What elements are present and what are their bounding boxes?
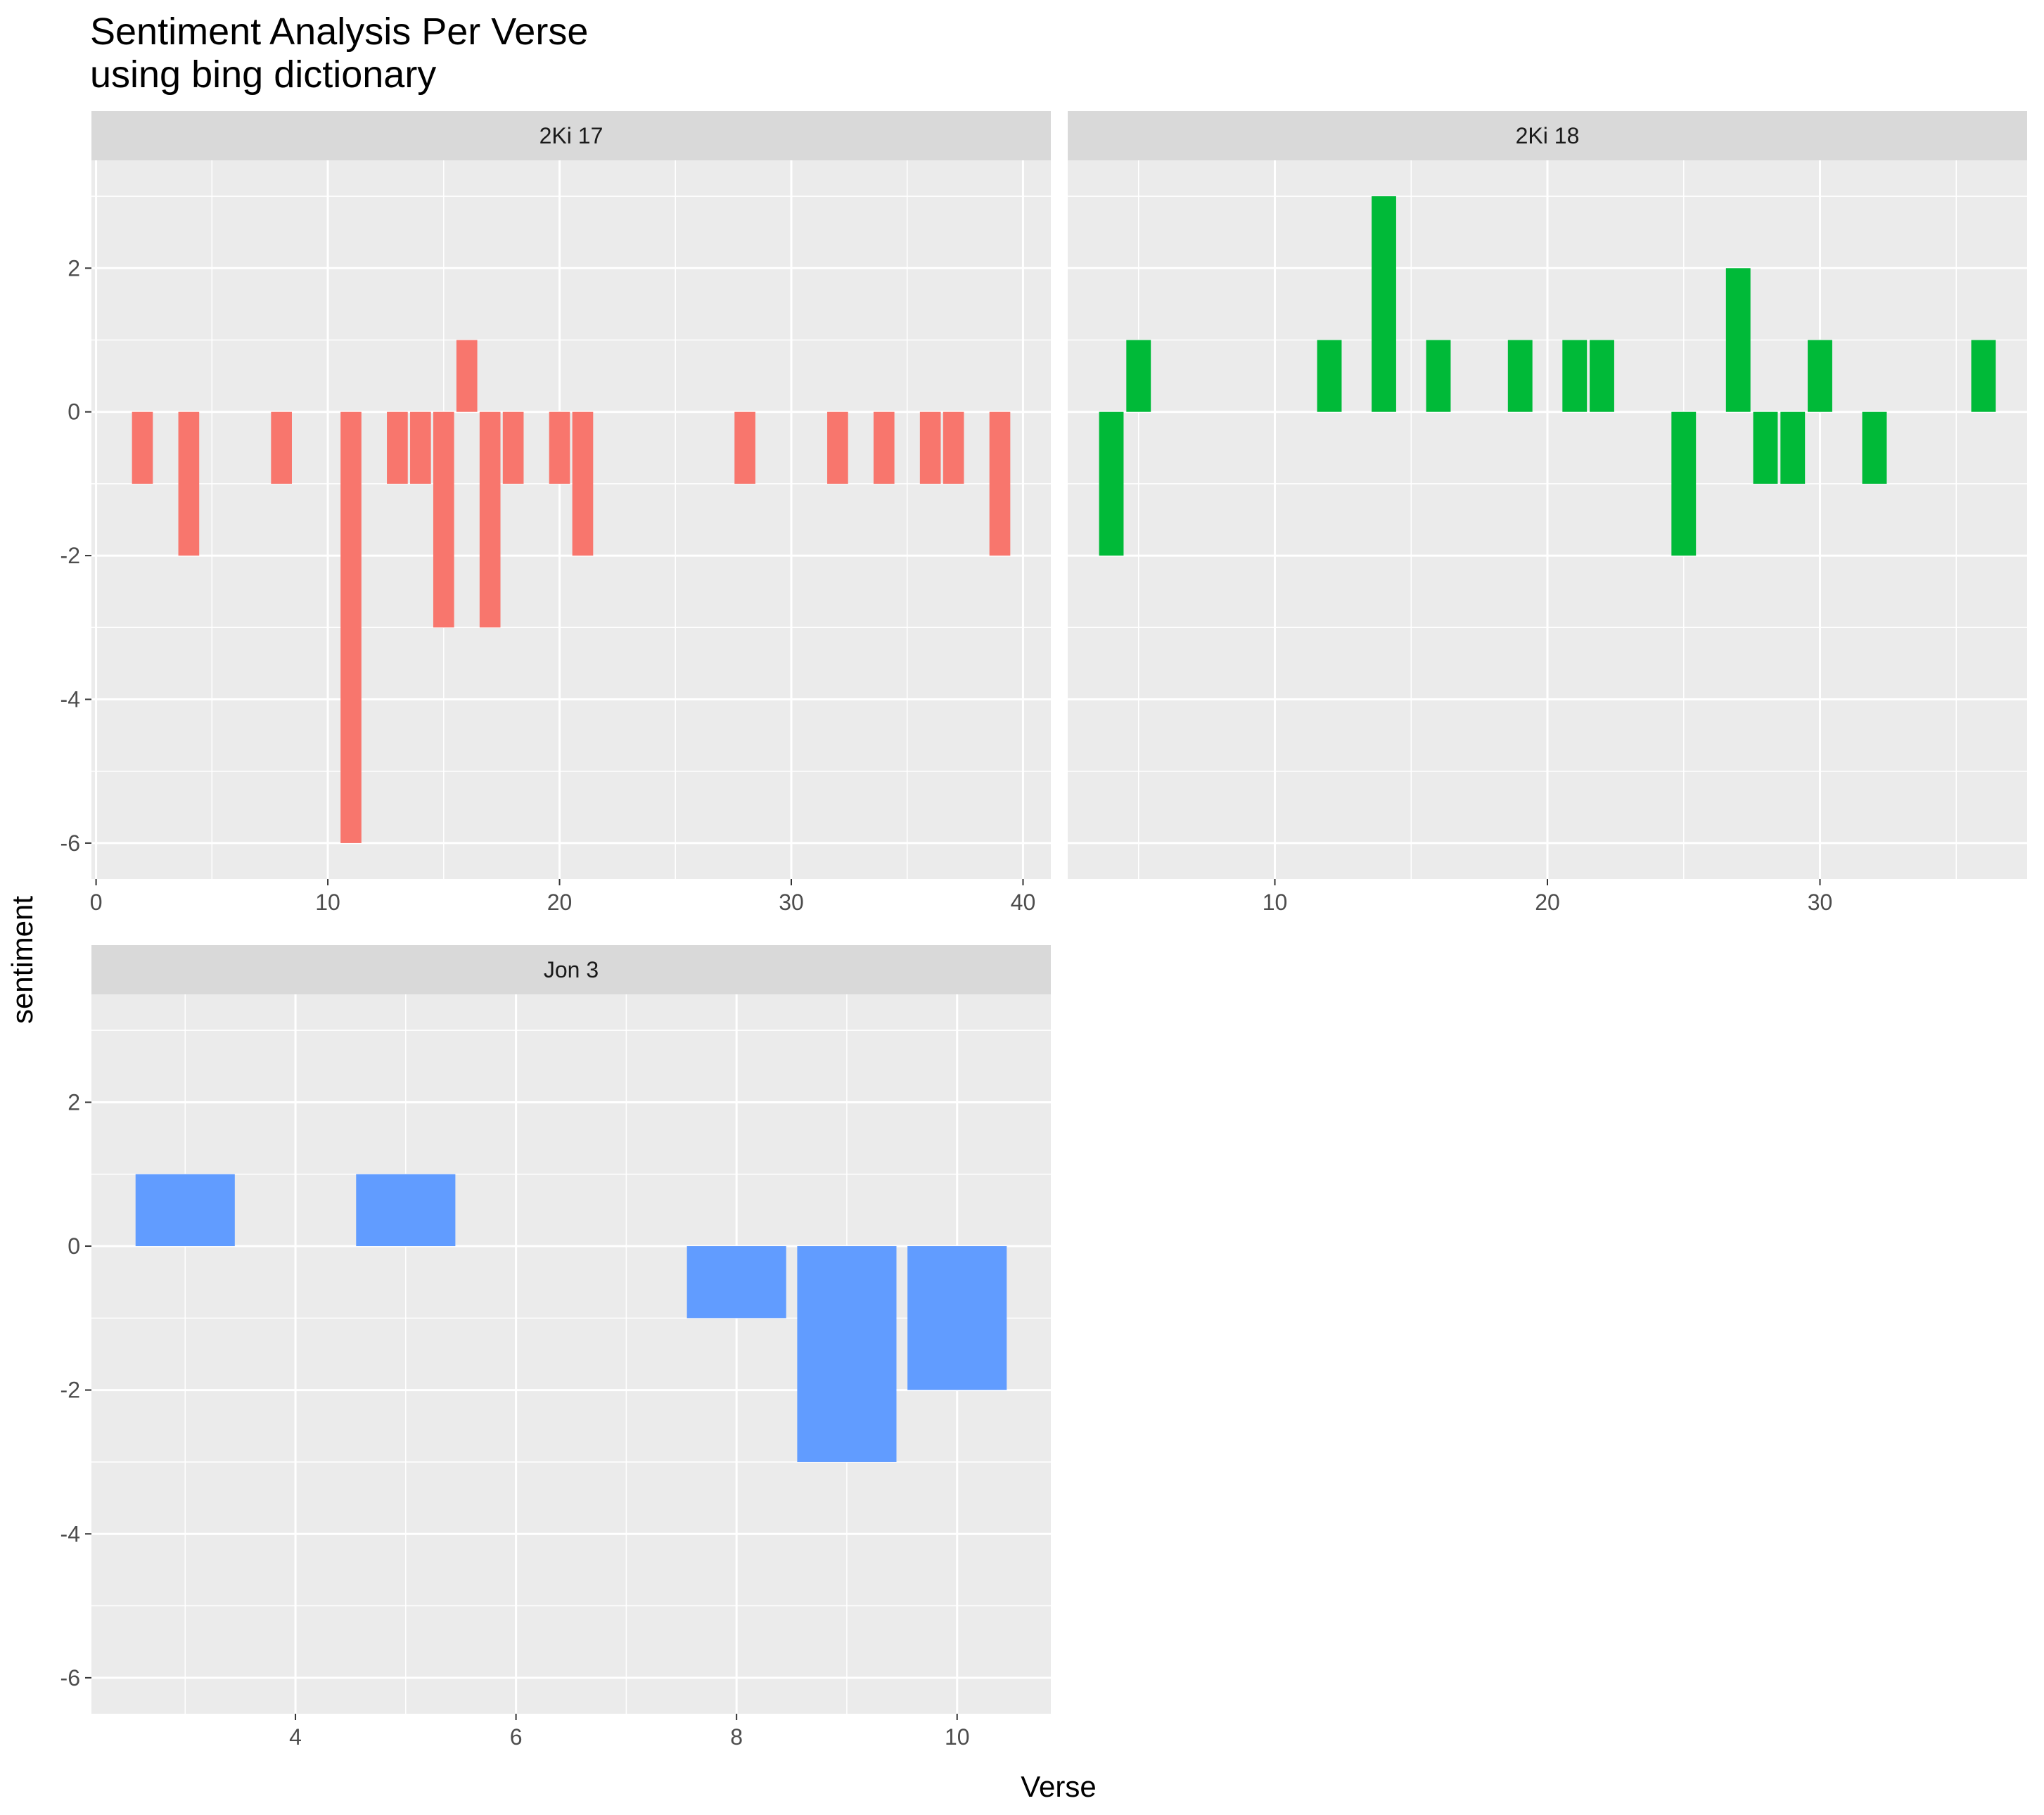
bar-verse-4 [178,411,200,556]
bar-verse-11 [340,411,362,843]
x-axis-title: Verse [1021,1770,1096,1803]
y-tick-label: -4 [60,687,80,712]
bar-verse-13 [387,411,408,484]
x-tick-label: 40 [1011,890,1036,915]
bar-verse-28 [1753,411,1778,484]
bar-verse-8 [686,1246,786,1319]
y-tick-label: -2 [60,1378,80,1403]
bar-verse-16 [1426,340,1451,412]
panel-jon-3: Jon 3 -6 -4 -2 0 2 4 6 8 10 [60,945,1051,1750]
bar-verse-5 [1126,340,1151,412]
bar-verse-10 [907,1246,1007,1390]
x-tick-label: 20 [1535,890,1560,915]
bar-verse-14 [1372,196,1396,412]
chart-title: Sentiment Analysis Per Verse [90,11,588,53]
x-tick-label: 10 [1263,890,1288,915]
bar-verse-29 [1780,411,1806,484]
y-tick-label: -2 [60,543,80,568]
x-tick-label: 20 [547,890,573,915]
bar-verse-21 [1562,340,1588,412]
x-tick-label: 4 [289,1724,302,1750]
y-tick-label: -6 [60,1665,80,1691]
bar-verse-30 [1808,340,1832,412]
x-tick-label: 30 [1808,890,1833,915]
facet-strip [91,945,1051,994]
bar-verse-37 [943,411,964,484]
chart-subtitle: using bing dictionary [90,53,436,96]
bar-verse-3 [135,1174,235,1247]
x-tick-label: 8 [730,1724,743,1750]
bar-verse-36 [1971,340,1996,412]
bar-verse-34 [873,411,895,484]
facet-strip [1068,111,2027,160]
bar-verse-16 [456,340,478,412]
x-tick-label: 6 [510,1724,523,1750]
y-tick-label: 2 [68,255,80,281]
bar-verse-25 [1671,411,1697,556]
bar-verse-39 [989,411,1011,556]
facet-strip-label: Jon 3 [544,957,599,982]
x-tick-label: 30 [779,890,804,915]
facet-strip [91,111,1051,160]
bar-verse-19 [1507,340,1533,412]
facet-strip-label: 2Ki 17 [539,123,603,148]
y-tick-label: 2 [68,1089,80,1115]
facet-strip-label: 2Ki 18 [1516,123,1580,148]
bar-verse-2 [132,411,153,484]
y-axis-title: sentiment [6,896,39,1024]
bar-verse-9 [797,1246,897,1462]
bar-verse-21 [572,411,594,556]
bar-verse-14 [410,411,431,484]
bar-verse-36 [919,411,941,484]
bar-verse-20 [549,411,570,484]
bar-verse-15 [433,411,454,628]
y-tick-label: -4 [60,1521,80,1546]
x-tick-label: 10 [945,1724,970,1750]
panel-2ki-18: 2Ki 18 10 20 30 [1068,111,2027,915]
bar-verse-12 [1317,340,1342,412]
bar-verse-28 [734,411,755,484]
bar-verse-27 [1725,268,1751,412]
bar-verse-32 [827,411,848,484]
bar-verse-17 [479,411,501,628]
x-tick-label: 10 [315,890,340,915]
y-tick-label: -6 [60,830,80,856]
x-tick-label: 0 [90,890,103,915]
bar-verse-5 [356,1174,456,1247]
bar-verse-22 [1590,340,1614,412]
bar-verse-8 [271,411,292,484]
bar-verse-4 [1099,411,1124,556]
panel-background [91,160,1051,879]
y-tick-label: 0 [68,1233,80,1259]
y-tick-label: 0 [68,399,80,425]
bar-verse-18 [502,411,524,484]
bar-verse-32 [1862,411,1887,484]
